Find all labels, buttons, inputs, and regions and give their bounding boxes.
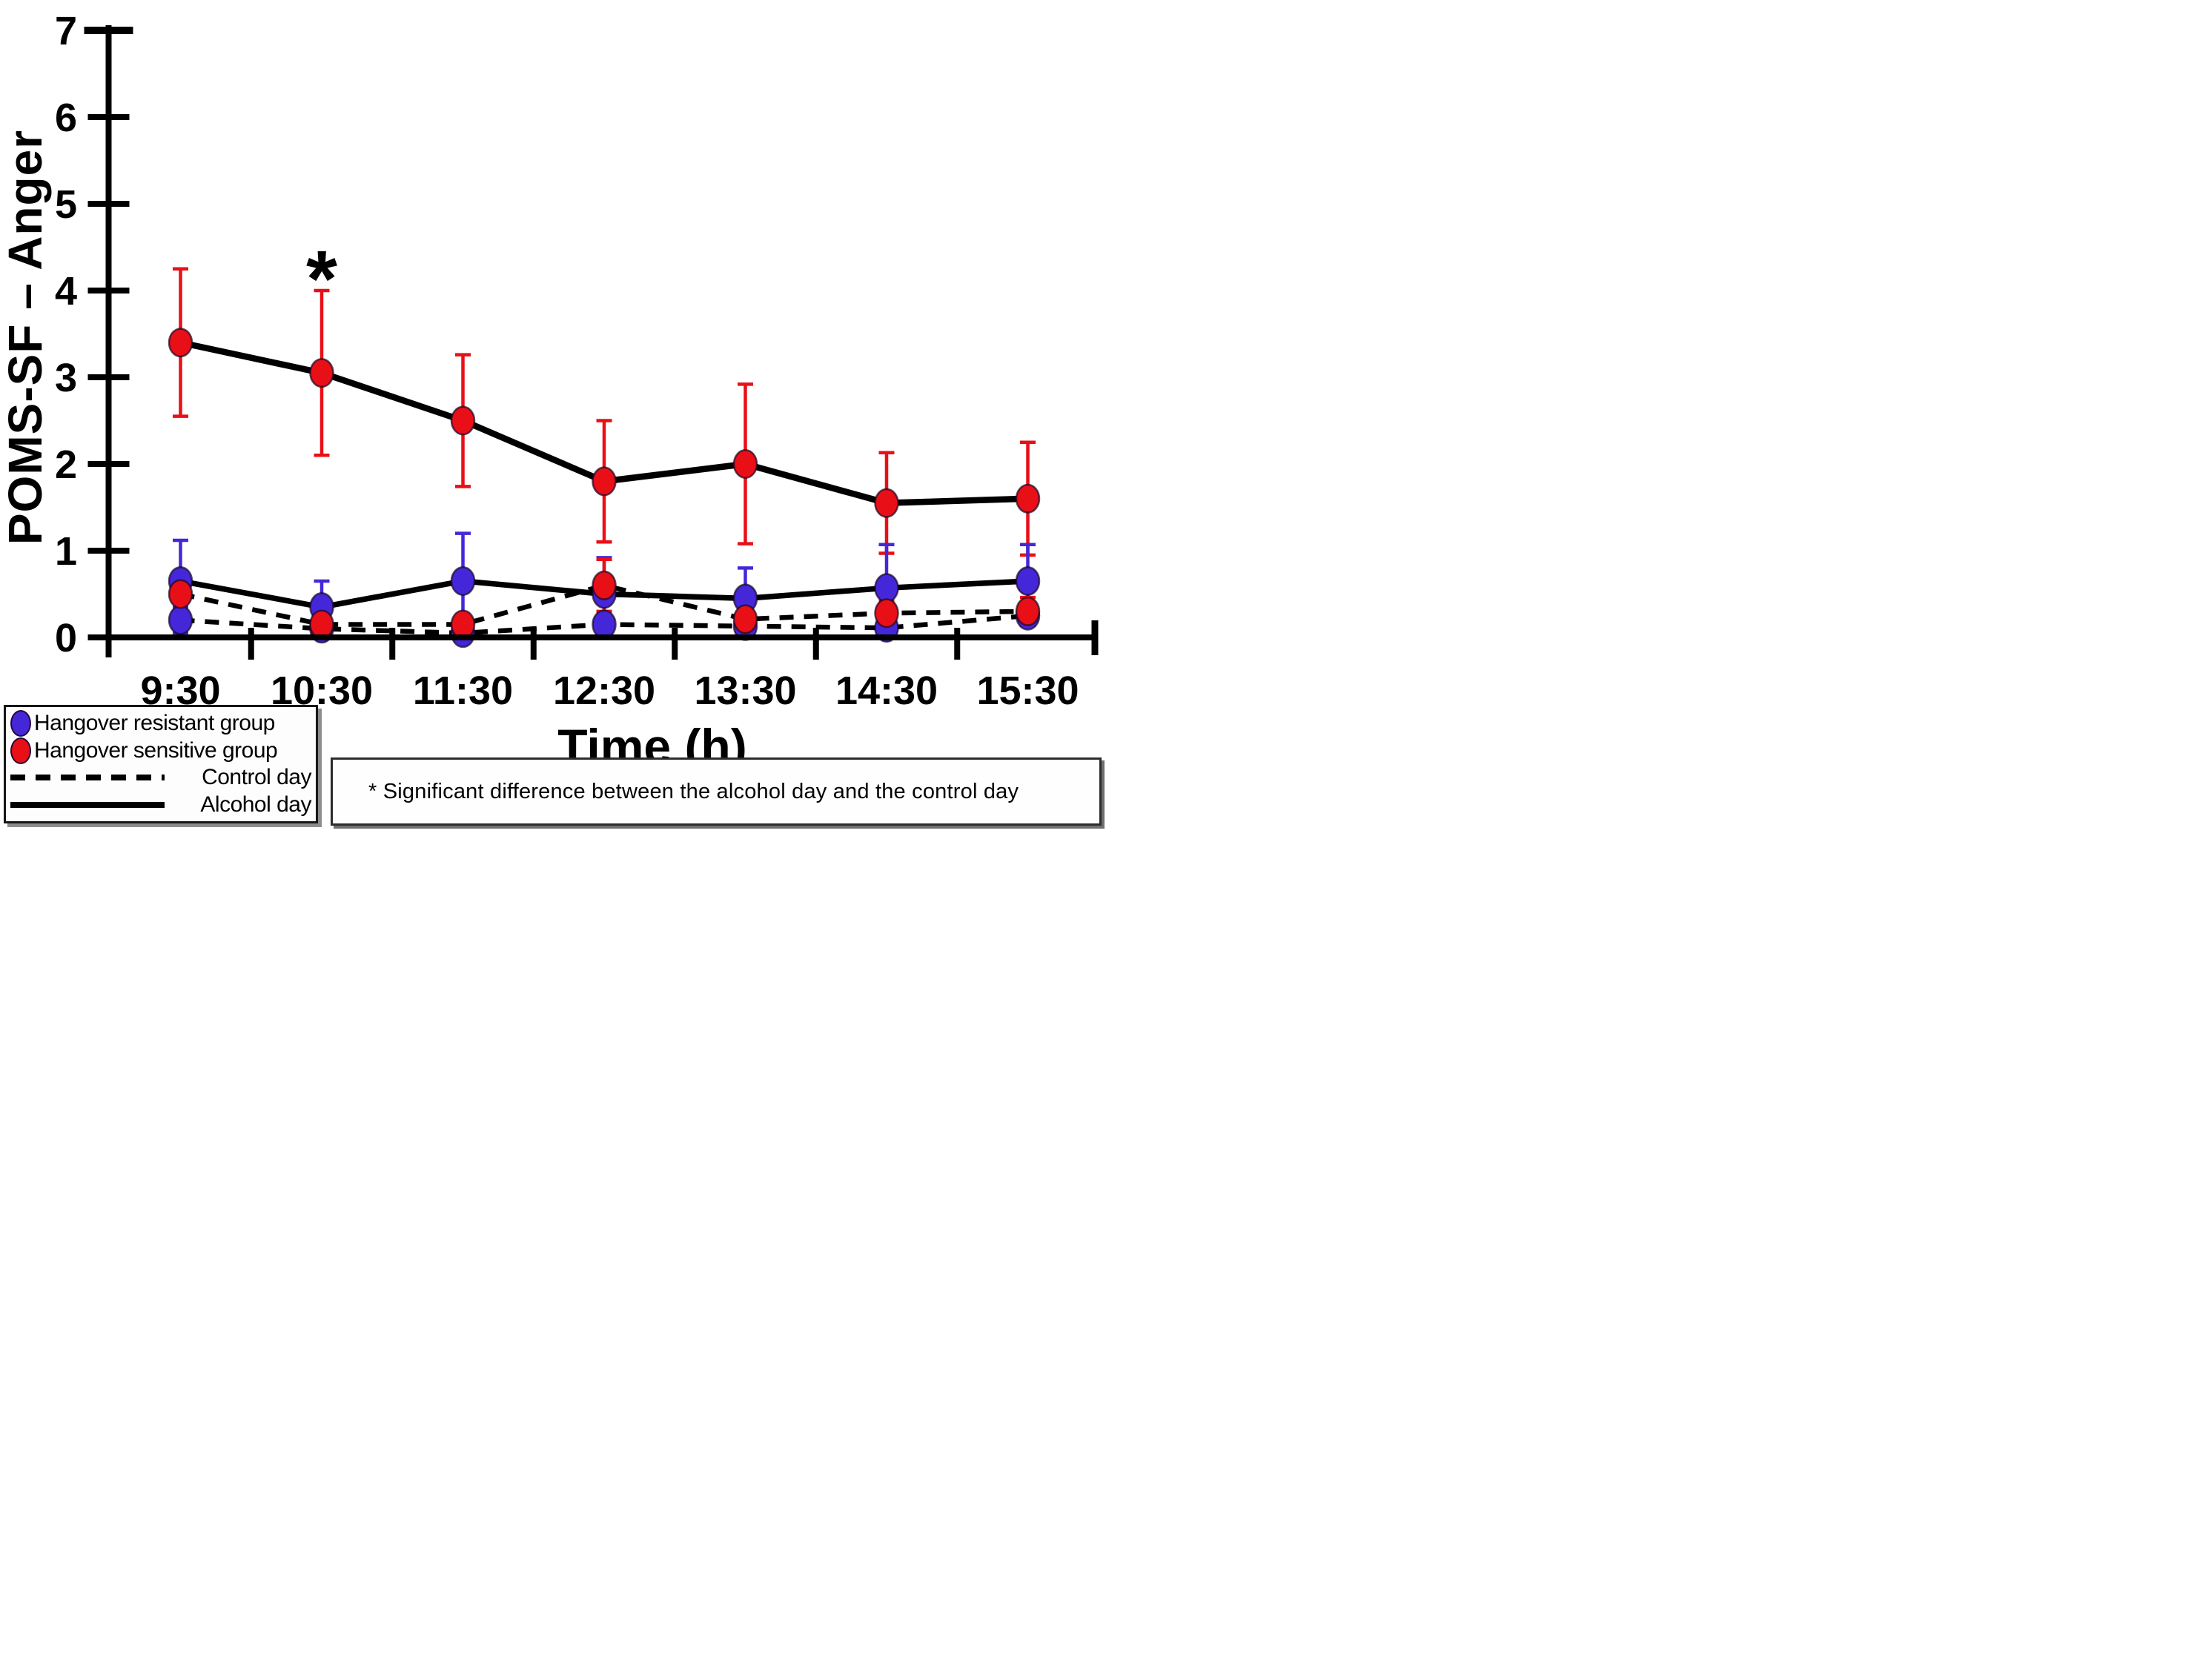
legend-item-label: Hangover sensitive group <box>34 737 278 763</box>
legend-item-alcohol-day: Alcohol day <box>10 792 311 818</box>
x-tick-label: 12:30 <box>553 669 655 713</box>
data-point-marker <box>592 466 617 497</box>
series-markers <box>168 570 1041 640</box>
legend-box: Hangover resistant group Hangover sensit… <box>4 705 318 823</box>
significance-footnote-box: * Significant difference between the alc… <box>331 757 1102 826</box>
dashed-line-icon <box>10 775 165 781</box>
data-point-marker <box>168 328 193 358</box>
y-tick-label: 0 <box>55 616 77 660</box>
legend-item-label: Alcohol day <box>200 792 311 817</box>
series-markers <box>168 328 1041 518</box>
x-tick-label: 14:30 <box>835 669 938 713</box>
significance-asterisk: * <box>306 233 337 323</box>
data-point-marker <box>450 609 476 640</box>
data-point-marker <box>450 566 476 596</box>
red-circle-marker-icon <box>10 737 31 764</box>
legend-item-resistant-group: Hangover resistant group <box>10 710 311 737</box>
legend-item-sensitive-group: Hangover sensitive group <box>10 737 311 764</box>
data-point-marker <box>1015 566 1041 596</box>
x-tick-label: 13:30 <box>694 669 796 713</box>
x-tick-label: 11:30 <box>413 669 513 713</box>
data-point-marker <box>592 609 617 640</box>
y-tick-label: 5 <box>55 182 77 227</box>
data-point-marker <box>732 449 758 479</box>
y-tick-label: 1 <box>55 529 77 574</box>
significance-footnote-text: * Significant difference between the alc… <box>368 779 1019 803</box>
data-point-marker <box>309 609 334 640</box>
data-point-marker <box>874 488 899 518</box>
solid-line-icon <box>10 801 165 808</box>
data-point-marker <box>168 579 193 609</box>
y-tick-label: 2 <box>55 442 77 487</box>
legend-item-label: Hangover resistant group <box>34 711 275 736</box>
legend-item-label: Control day <box>202 765 311 790</box>
chart-figure: 0 1 2 3 4 5 6 7 9:30 10:30 11:30 12:30 13:30 14:30 15:… <box>0 0 1106 829</box>
data-point-marker <box>592 570 617 600</box>
data-point-marker <box>450 405 476 436</box>
data-point-marker <box>168 605 193 635</box>
y-tick-label: 3 <box>55 356 77 400</box>
data-point-marker <box>732 604 758 634</box>
axes <box>84 25 1099 660</box>
y-tick-label: 7 <box>55 9 77 53</box>
error-bars <box>173 267 1036 557</box>
blue-circle-marker-icon <box>10 710 31 737</box>
y-tick-label: 6 <box>55 96 77 140</box>
data-point-marker <box>874 573 899 603</box>
legend-item-control-day: Control day <box>10 764 311 791</box>
figure: { "page": {"background": "#ffffff"}, "ch… <box>0 0 1106 829</box>
x-tick-label: 15:30 <box>976 669 1079 713</box>
y-tick-label: 4 <box>55 269 77 314</box>
data-point-marker <box>874 598 899 629</box>
y-axis-title: POMS-SF – Anger <box>0 129 52 546</box>
data-point-marker <box>1015 483 1041 514</box>
data-point-marker <box>309 358 334 388</box>
data-point-marker <box>1015 596 1041 626</box>
